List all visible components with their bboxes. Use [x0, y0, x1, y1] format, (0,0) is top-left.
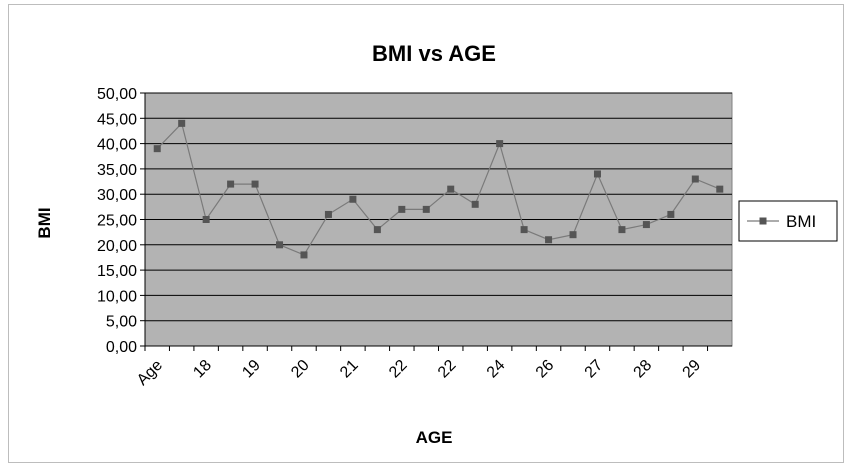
y-tick-label-1: 5,00	[106, 314, 137, 331]
data-point-9	[373, 226, 381, 234]
x-tick-label-6: 20	[288, 357, 313, 382]
data-point-19	[618, 226, 626, 234]
data-point-13	[471, 200, 479, 208]
x-tick-label-16: 26	[533, 357, 558, 382]
data-point-20	[642, 221, 650, 229]
series-line-0	[156, 122, 721, 256]
x-tick-labels: Age 18 19 20 21 22 22 24 26 27 28 29	[134, 357, 704, 389]
x-tick-label-20: 28	[631, 357, 656, 382]
y-tick-labels: 0,00 5,00 10,00 15,00 20,00 25,00 30,00 35,00 40…	[97, 86, 137, 356]
y-tick-label-5: 25,00	[97, 213, 137, 230]
x-tick-label-10: 22	[386, 357, 411, 382]
y-tick-label-4: 20,00	[97, 238, 137, 255]
series-bmi	[153, 119, 724, 259]
x-tick-label-14: 24	[484, 357, 509, 382]
data-point-15	[520, 226, 528, 234]
y-tick-label-8: 40,00	[97, 137, 137, 154]
data-point-18	[593, 170, 601, 178]
data-point-12	[447, 185, 455, 193]
data-point-17	[569, 231, 577, 239]
x-tick-label-2: 18	[190, 357, 215, 382]
data-point-8	[349, 195, 357, 203]
data-point-5	[276, 241, 284, 249]
data-point-14	[496, 140, 504, 148]
chart-frame: BMI vs AGE AGE BMI 0,00 5,00 10,00 15,00 20,…	[8, 4, 844, 463]
y-tick-label-10: 50,00	[97, 86, 137, 103]
y-axis-title: BMI	[35, 207, 54, 238]
data-point-16	[545, 236, 553, 244]
legend: BMI	[738, 200, 838, 242]
chart-title: BMI vs AGE	[372, 41, 496, 66]
y-tick-label-3: 15,00	[97, 263, 137, 280]
y-tick-label-0: 0,00	[106, 339, 137, 356]
y-tick-label-6: 30,00	[97, 187, 137, 204]
bmi-line-chart: BMI vs AGE AGE BMI 0,00 5,00 10,00 15,00 20,…	[35, 41, 838, 447]
legend-label-bmi: BMI	[786, 212, 816, 231]
x-tick-label-8: 21	[337, 357, 362, 382]
data-point-22	[691, 175, 699, 183]
x-tick-label-22: 29	[680, 357, 705, 382]
data-point-6	[300, 251, 308, 259]
data-point-2	[202, 216, 210, 223]
x-axis-title: AGE	[416, 428, 453, 447]
y-tick-label-2: 10,00	[97, 288, 137, 305]
legend-marker-swatch	[759, 217, 767, 225]
data-point-0	[153, 145, 161, 153]
y-tick-label-7: 35,00	[97, 162, 137, 179]
data-point-4	[251, 180, 259, 188]
x-tick-label-4: 19	[239, 357, 264, 382]
x-tick-label-18: 27	[582, 357, 607, 382]
data-point-10	[398, 205, 406, 213]
x-tick-label-0: Age	[134, 357, 166, 389]
data-point-23	[716, 185, 724, 193]
data-point-1	[178, 119, 186, 127]
data-point-7	[324, 210, 332, 218]
data-point-3	[227, 180, 235, 188]
x-tick-label-12: 22	[435, 357, 460, 382]
y-tick-label-9: 45,00	[97, 111, 137, 128]
data-point-11	[422, 205, 430, 213]
gridlines	[140, 92, 732, 351]
data-point-21	[667, 210, 675, 218]
